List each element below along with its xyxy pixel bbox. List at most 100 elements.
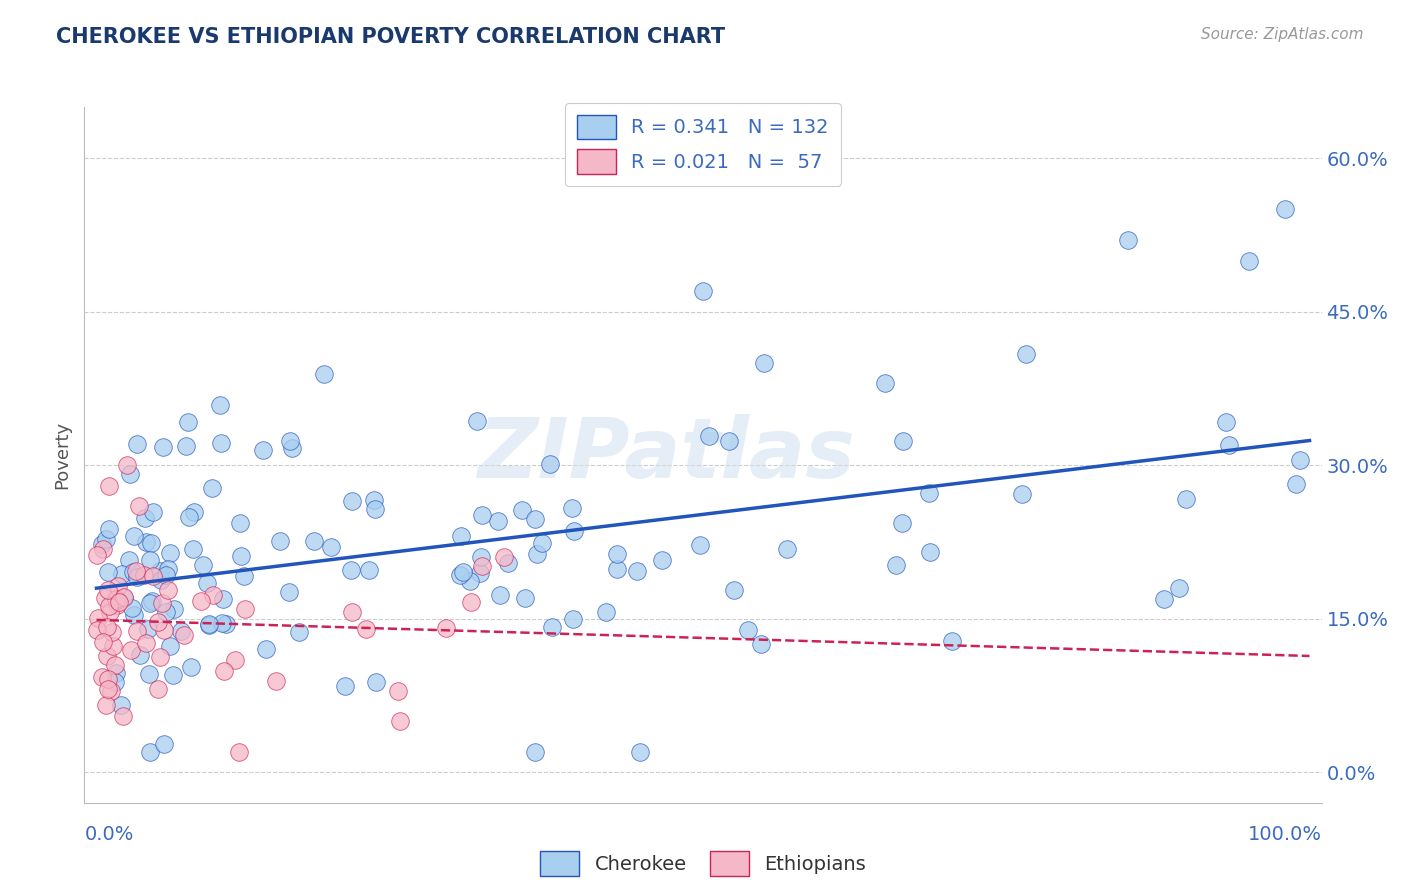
Point	[120, 467, 142, 482]
Point	[91, 635, 114, 649]
Point	[1116, 233, 1139, 247]
Point	[201, 481, 224, 495]
Point	[138, 622, 160, 636]
Point	[97, 681, 120, 696]
Point	[254, 641, 277, 656]
Point	[890, 516, 912, 531]
Point	[86, 624, 108, 638]
Point	[434, 621, 457, 635]
Point	[120, 643, 142, 657]
Point	[97, 565, 120, 579]
Point	[91, 537, 114, 551]
Point	[159, 545, 181, 559]
Point	[98, 605, 121, 619]
Point	[97, 583, 120, 598]
Point	[97, 522, 120, 536]
Point	[486, 514, 509, 528]
Point	[233, 601, 256, 615]
Point	[129, 648, 152, 662]
Point	[159, 640, 181, 654]
Point	[138, 666, 160, 681]
Point	[121, 601, 143, 615]
Point	[198, 617, 221, 632]
Point	[1015, 346, 1038, 360]
Point	[163, 602, 186, 616]
Point	[146, 682, 169, 697]
Point	[269, 534, 291, 549]
Point	[692, 284, 714, 298]
Point	[468, 566, 491, 580]
Point	[87, 610, 110, 624]
Point	[471, 558, 494, 573]
Point	[450, 528, 472, 542]
Point	[132, 567, 155, 582]
Point	[538, 457, 561, 471]
Point	[626, 564, 648, 578]
Point	[141, 594, 163, 608]
Point	[718, 434, 741, 448]
Point	[209, 436, 232, 450]
Point	[873, 376, 896, 391]
Point	[354, 622, 377, 636]
Point	[512, 502, 534, 516]
Point	[174, 439, 197, 453]
Point	[86, 548, 108, 562]
Point	[776, 542, 799, 557]
Point	[562, 612, 585, 626]
Point	[153, 623, 176, 637]
Point	[884, 558, 907, 573]
Point	[135, 534, 157, 549]
Point	[749, 637, 772, 651]
Point	[1274, 202, 1296, 217]
Point	[177, 510, 200, 524]
Point	[197, 576, 219, 591]
Point	[458, 574, 481, 589]
Point	[340, 563, 363, 577]
Point	[333, 679, 356, 693]
Point	[515, 591, 537, 605]
Point	[1218, 438, 1240, 452]
Point	[139, 745, 162, 759]
Point	[1284, 476, 1306, 491]
Point	[122, 529, 145, 543]
Point	[342, 494, 364, 508]
Point	[94, 591, 117, 606]
Point	[920, 544, 942, 558]
Point	[651, 553, 673, 567]
Point	[105, 665, 128, 680]
Point	[141, 535, 163, 549]
Point	[496, 556, 519, 570]
Point	[737, 623, 759, 637]
Point	[135, 636, 157, 650]
Point	[103, 640, 125, 654]
Point	[118, 553, 141, 567]
Point	[215, 616, 238, 631]
Point	[111, 567, 134, 582]
Point	[98, 599, 121, 614]
Point	[141, 505, 163, 519]
Point	[530, 536, 553, 550]
Point	[277, 585, 299, 599]
Point	[142, 569, 165, 583]
Point	[278, 434, 301, 449]
Point	[387, 684, 409, 698]
Point	[918, 486, 941, 500]
Text: 0.0%: 0.0%	[84, 825, 134, 844]
Point	[211, 615, 233, 630]
Point	[302, 534, 325, 549]
Point	[1153, 592, 1175, 607]
Text: Source: ZipAtlas.com: Source: ZipAtlas.com	[1201, 27, 1364, 42]
Point	[628, 745, 651, 759]
Point	[359, 563, 381, 577]
Point	[523, 745, 546, 759]
Point	[891, 434, 914, 448]
Point	[697, 429, 720, 443]
Point	[1288, 453, 1310, 467]
Point	[264, 673, 287, 688]
Point	[470, 550, 492, 565]
Point	[124, 607, 146, 622]
Point	[229, 549, 252, 563]
Point	[181, 542, 204, 557]
Point	[146, 615, 169, 629]
Point	[471, 508, 494, 522]
